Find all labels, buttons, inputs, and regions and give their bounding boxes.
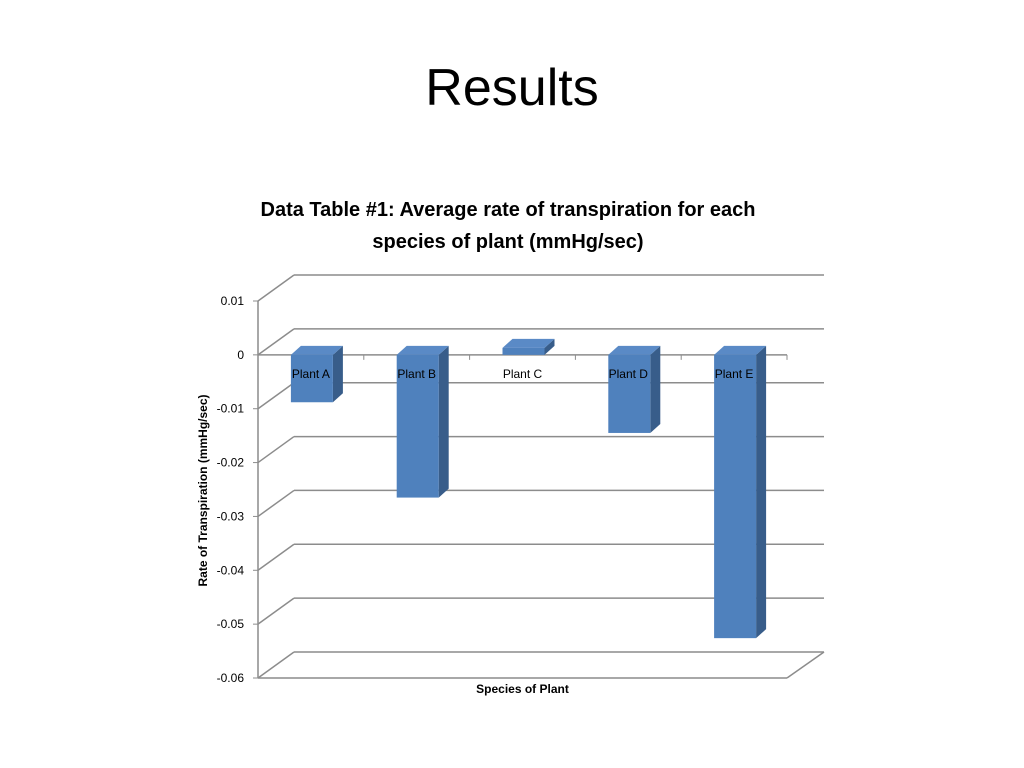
slide-title: Results (425, 59, 599, 117)
bars (290, 338, 767, 639)
category-label: Plant E (715, 367, 754, 381)
bar (502, 338, 555, 355)
y-tick-label: -0.06 (217, 671, 245, 685)
y-tick-labels: 0.01 0 -0.01 -0.02 -0.03 -0.04 -0.05 -0.06 (217, 294, 245, 685)
category-label: Plant A (292, 367, 330, 381)
category-labels: Plant A Plant B Plant C Plant D Plant E (292, 367, 754, 381)
gridline (253, 328, 824, 356)
bar (290, 345, 343, 403)
bar (396, 345, 449, 498)
y-tick-label: -0.04 (217, 563, 245, 577)
bar (608, 345, 661, 433)
x-axis-title: Species of Plant (476, 682, 569, 696)
gridline (253, 651, 824, 679)
category-label: Plant D (609, 367, 649, 381)
category-label: Plant C (503, 367, 543, 381)
y-tick-label: 0 (237, 348, 244, 362)
y-axis-title: Rate of Transpiration (mmHg/sec) (196, 394, 210, 586)
bar (714, 345, 767, 639)
gridline (253, 274, 824, 302)
y-tick-label: 0.01 (221, 294, 245, 308)
chart-title: Data Table #1: Average rate of transpira… (260, 199, 756, 253)
category-label: Plant B (397, 367, 436, 381)
y-tick-label: -0.01 (217, 402, 245, 416)
y-tick-label: -0.03 (217, 509, 245, 523)
y-tick-label: -0.05 (217, 617, 245, 631)
floor-right-edge (786, 651, 825, 679)
y-tick-label: -0.02 (217, 456, 245, 470)
